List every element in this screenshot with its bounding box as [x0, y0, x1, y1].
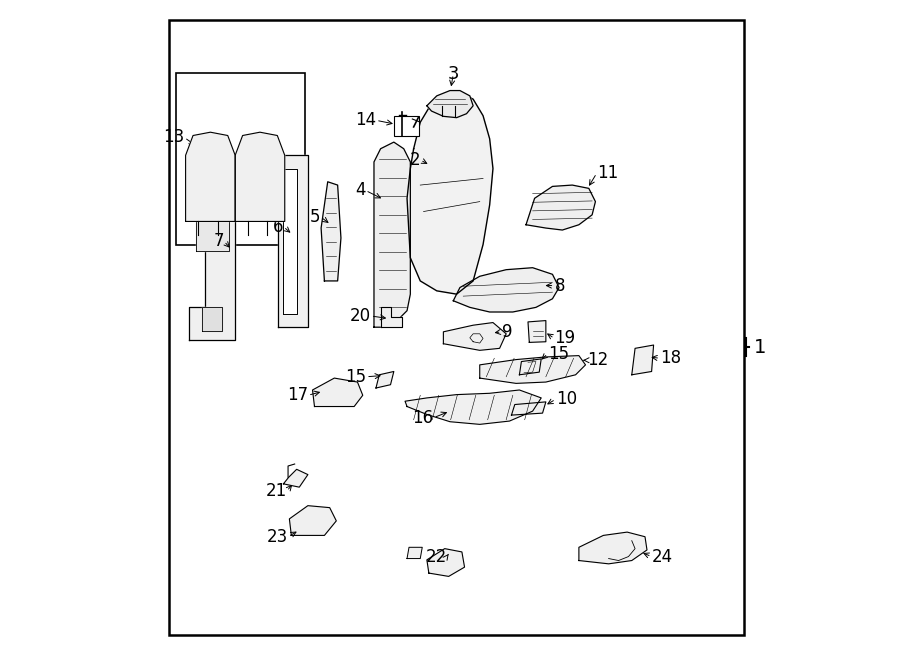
Text: 9: 9: [501, 323, 512, 341]
Polygon shape: [427, 91, 473, 118]
Polygon shape: [579, 532, 647, 564]
Polygon shape: [427, 549, 464, 576]
Polygon shape: [519, 359, 541, 375]
Polygon shape: [407, 93, 493, 294]
Text: 10: 10: [556, 390, 577, 408]
Text: 17: 17: [287, 386, 308, 405]
Text: 19: 19: [554, 329, 576, 348]
Polygon shape: [312, 378, 363, 407]
Polygon shape: [528, 321, 545, 342]
Polygon shape: [480, 356, 586, 383]
Polygon shape: [290, 506, 337, 535]
Polygon shape: [284, 469, 308, 487]
Polygon shape: [381, 307, 402, 327]
Polygon shape: [321, 182, 341, 281]
Polygon shape: [405, 390, 541, 424]
Text: 22: 22: [426, 547, 446, 566]
Text: 11: 11: [597, 164, 618, 182]
Text: 21: 21: [266, 482, 287, 500]
Text: 18: 18: [661, 349, 681, 368]
Text: 13: 13: [163, 128, 184, 147]
Bar: [176, 73, 304, 245]
Text: 14: 14: [355, 111, 376, 130]
Polygon shape: [202, 307, 222, 330]
Text: 4: 4: [355, 181, 365, 200]
Polygon shape: [511, 402, 545, 415]
Text: 8: 8: [554, 276, 565, 295]
Text: 5: 5: [310, 208, 320, 226]
Polygon shape: [284, 169, 297, 314]
Polygon shape: [632, 345, 653, 375]
Polygon shape: [235, 132, 284, 221]
Polygon shape: [454, 268, 559, 312]
Text: 15: 15: [345, 368, 366, 386]
Bar: [394, 116, 418, 136]
Text: 1: 1: [754, 338, 767, 356]
Text: 16: 16: [412, 408, 434, 427]
Text: 6: 6: [273, 217, 284, 236]
Text: 2: 2: [410, 151, 420, 169]
Text: 3: 3: [447, 65, 459, 83]
Polygon shape: [185, 132, 235, 221]
Text: 20: 20: [349, 307, 371, 325]
Text: 23: 23: [266, 527, 288, 546]
Text: 7: 7: [213, 232, 224, 251]
Polygon shape: [189, 155, 235, 340]
Text: 15: 15: [548, 344, 569, 363]
Polygon shape: [444, 323, 506, 350]
Polygon shape: [374, 142, 410, 327]
Polygon shape: [526, 185, 596, 230]
Text: 24: 24: [652, 547, 672, 566]
Polygon shape: [195, 165, 229, 251]
Text: 12: 12: [588, 351, 608, 369]
Polygon shape: [407, 547, 422, 559]
Bar: [169, 20, 744, 635]
Polygon shape: [278, 155, 308, 327]
Polygon shape: [376, 371, 394, 388]
